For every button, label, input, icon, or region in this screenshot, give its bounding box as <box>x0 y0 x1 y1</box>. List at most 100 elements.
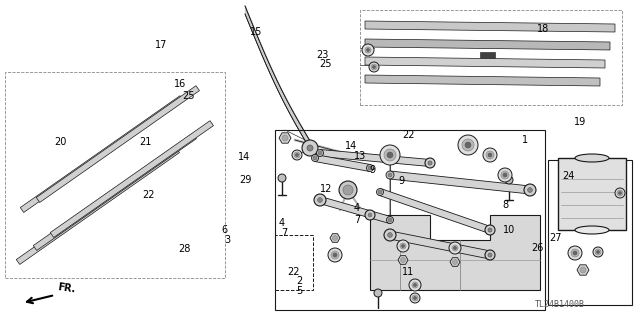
Circle shape <box>328 248 342 262</box>
Circle shape <box>371 64 377 70</box>
Circle shape <box>307 145 313 151</box>
Polygon shape <box>330 234 340 242</box>
Circle shape <box>595 249 601 255</box>
Text: 7: 7 <box>282 228 288 238</box>
Text: 14: 14 <box>344 141 357 151</box>
Circle shape <box>374 289 382 297</box>
Polygon shape <box>450 258 460 266</box>
Polygon shape <box>314 155 371 171</box>
Circle shape <box>384 149 396 161</box>
Circle shape <box>278 174 286 182</box>
Polygon shape <box>365 39 610 50</box>
Text: 29: 29 <box>239 175 252 185</box>
Circle shape <box>387 152 393 158</box>
Circle shape <box>462 139 474 151</box>
Circle shape <box>331 251 339 259</box>
Bar <box>558 158 626 230</box>
Circle shape <box>333 235 337 241</box>
Text: 26: 26 <box>531 243 544 253</box>
Circle shape <box>573 251 577 255</box>
Circle shape <box>387 152 393 158</box>
Circle shape <box>413 296 417 300</box>
Text: 19: 19 <box>573 117 586 127</box>
Polygon shape <box>365 75 600 86</box>
Circle shape <box>339 181 357 199</box>
Text: 4: 4 <box>278 218 285 228</box>
Circle shape <box>282 135 288 141</box>
Polygon shape <box>398 256 408 264</box>
Polygon shape <box>279 133 291 143</box>
Circle shape <box>367 48 369 51</box>
Circle shape <box>318 198 322 202</box>
Circle shape <box>526 186 534 194</box>
Text: 9: 9 <box>399 176 405 186</box>
Text: 22: 22 <box>142 190 155 200</box>
Circle shape <box>412 282 418 288</box>
Circle shape <box>400 243 406 249</box>
Circle shape <box>485 250 495 260</box>
Polygon shape <box>365 21 615 32</box>
Circle shape <box>486 226 493 234</box>
Circle shape <box>426 160 433 167</box>
Text: 9: 9 <box>369 165 376 175</box>
Circle shape <box>383 148 397 162</box>
Circle shape <box>388 233 392 237</box>
Polygon shape <box>389 231 491 259</box>
Text: FR.: FR. <box>57 282 76 294</box>
Text: 24: 24 <box>562 171 575 181</box>
Bar <box>480 52 495 60</box>
Text: 25: 25 <box>319 59 332 70</box>
Text: 23: 23 <box>316 50 329 60</box>
Text: 22: 22 <box>287 267 300 277</box>
Circle shape <box>397 240 409 252</box>
Circle shape <box>571 249 579 257</box>
Circle shape <box>505 176 513 184</box>
Circle shape <box>317 197 323 204</box>
Circle shape <box>488 253 492 257</box>
Circle shape <box>615 188 625 198</box>
Circle shape <box>378 190 382 194</box>
Circle shape <box>596 250 600 254</box>
Circle shape <box>488 228 492 232</box>
Circle shape <box>458 135 478 155</box>
Circle shape <box>313 156 317 160</box>
Polygon shape <box>365 57 605 68</box>
Text: 18: 18 <box>536 24 549 34</box>
Circle shape <box>465 142 471 148</box>
Polygon shape <box>36 86 200 203</box>
Circle shape <box>452 245 458 251</box>
Circle shape <box>292 150 302 160</box>
Circle shape <box>386 231 394 239</box>
Circle shape <box>296 153 298 157</box>
Circle shape <box>365 210 375 220</box>
Text: 6: 6 <box>221 225 227 235</box>
Circle shape <box>369 62 379 72</box>
Circle shape <box>317 197 323 202</box>
Text: 7: 7 <box>354 215 360 225</box>
Circle shape <box>317 150 323 157</box>
Circle shape <box>485 225 495 235</box>
Polygon shape <box>20 96 184 212</box>
Circle shape <box>527 188 532 192</box>
Circle shape <box>318 151 322 155</box>
Circle shape <box>380 145 400 165</box>
Text: 4: 4 <box>354 203 360 213</box>
Circle shape <box>368 213 372 217</box>
Text: 2: 2 <box>296 276 302 286</box>
Circle shape <box>314 194 326 206</box>
Polygon shape <box>51 121 214 237</box>
Text: 12: 12 <box>320 184 333 194</box>
Polygon shape <box>33 134 196 250</box>
Circle shape <box>486 251 494 259</box>
Circle shape <box>333 253 337 257</box>
Polygon shape <box>319 197 391 223</box>
Text: 28: 28 <box>178 244 191 255</box>
Text: 16: 16 <box>174 78 187 89</box>
Polygon shape <box>390 171 531 194</box>
Bar <box>275 235 313 290</box>
Circle shape <box>501 171 509 179</box>
Text: 3: 3 <box>224 235 230 245</box>
Text: 5: 5 <box>296 286 302 296</box>
Circle shape <box>428 161 432 165</box>
Text: 20: 20 <box>54 137 67 147</box>
